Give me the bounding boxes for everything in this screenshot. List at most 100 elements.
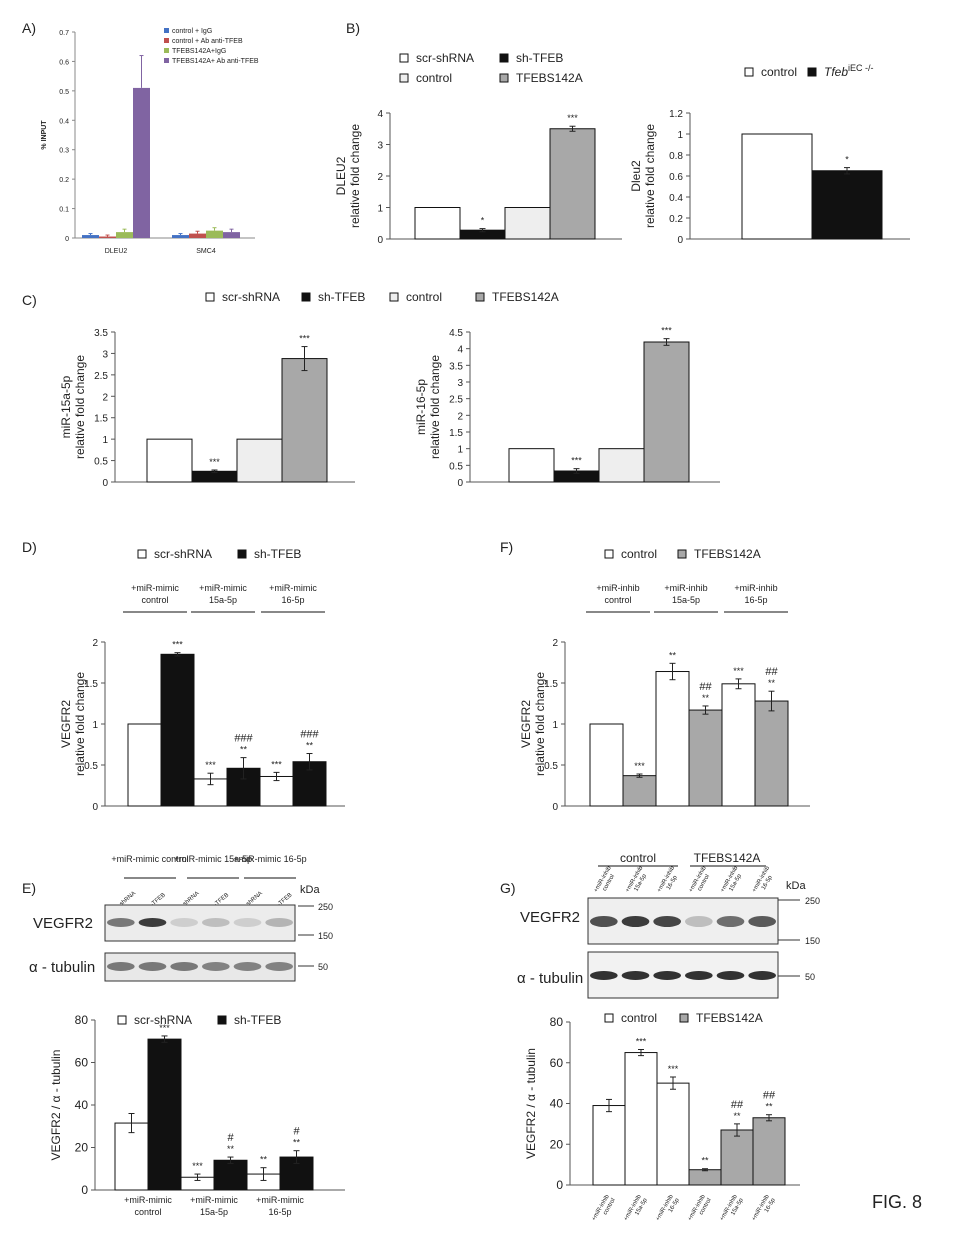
blot-group-label: +miR-mimic 16-5p: [233, 854, 306, 864]
y-tick-label: 1: [92, 720, 98, 731]
legend-swatch: [744, 67, 754, 77]
y-tick-label: 2: [92, 638, 98, 649]
y-axis-label: VEGFR2 / α - tubulin: [49, 1050, 63, 1161]
hash-label: ##: [765, 666, 778, 678]
legend-swatch: [677, 549, 687, 559]
legend-swatch: [604, 1013, 614, 1023]
group-label-2: 15a-5p: [209, 595, 237, 605]
significance-label: **: [293, 1138, 301, 1148]
legend-swatch: [301, 292, 311, 302]
group-label-2: 15a-5p: [672, 595, 700, 605]
legend-label: control + Ab anti-TFEB: [172, 38, 243, 45]
y-tick-label: 0: [92, 802, 98, 813]
significance-label: ***: [571, 456, 582, 466]
marker-label: 150: [318, 931, 333, 941]
y-axis-label: miR-16-5p: [414, 379, 428, 435]
marker-label: 50: [805, 972, 815, 982]
bar: [116, 232, 133, 238]
significance-label: **: [669, 650, 677, 660]
x-group-label-2: 15a-5p: [200, 1207, 228, 1217]
y-axis-label-2: relative fold change: [73, 355, 87, 459]
blot-group-label: control: [620, 851, 656, 865]
y-tick-label: 1.5: [449, 428, 463, 439]
legend-swatch: [164, 58, 169, 63]
legend-label: TFEBS142A+IgG: [172, 48, 226, 55]
significance-label: **: [701, 1156, 709, 1166]
legend-label: scr-shRNA: [134, 1013, 192, 1027]
blot-band: [138, 962, 167, 971]
y-tick-label: 0.1: [59, 207, 69, 214]
y-tick-label: 0.2: [669, 214, 683, 225]
legend-swatch: [217, 1015, 227, 1025]
bar: [624, 1052, 658, 1186]
bar: [643, 341, 690, 483]
panel-label-b: B): [346, 20, 360, 36]
y-axis-label: % INPUT: [41, 120, 48, 150]
y-tick-label: 0.6: [669, 172, 683, 183]
bar: [133, 87, 150, 239]
significance-label: **: [733, 1111, 741, 1121]
legend-label: control: [621, 547, 657, 561]
blot-band: [621, 916, 650, 927]
y-tick-label: 60: [550, 1056, 564, 1070]
y-tick-label: 0.5: [94, 457, 108, 468]
blot-membrane-vegfr2: [104, 904, 296, 942]
y-tick-label: 1.5: [94, 414, 108, 425]
y-tick-label: 0: [65, 236, 69, 243]
lane-label: +miR-inhib15a-5p: [625, 865, 651, 897]
blot-band: [716, 916, 745, 927]
significance-label: ***: [661, 326, 672, 336]
blot-band: [748, 971, 777, 980]
group-label: +miR-inhib: [734, 583, 777, 593]
bar: [146, 438, 193, 483]
legend-label: TFEBS142A: [492, 290, 559, 304]
legend-label: scr-shRNA: [222, 290, 280, 304]
y-tick-label: 0.8: [669, 151, 683, 162]
marker-label: 250: [805, 896, 820, 906]
bar: [598, 448, 645, 483]
significance-label: ***: [172, 640, 183, 650]
blot-band: [107, 962, 135, 971]
x-tick-label: +miR-inhib16-5p: [655, 1193, 681, 1225]
bar: [592, 1105, 626, 1186]
western-blot-g: control TFEBS142A+miR-inhibcontrol +miR-in…: [517, 851, 820, 999]
significance-label: **: [306, 741, 314, 751]
legend-label: sh-TFEB: [516, 51, 563, 65]
y-tick-label: 0.3: [59, 148, 69, 155]
legend-label: TFEBS142A: [516, 71, 583, 85]
y-tick-label: 0.6: [59, 59, 69, 66]
legend-swatch: [164, 48, 169, 53]
bar: [189, 233, 206, 238]
bar: [688, 1169, 722, 1186]
significance-label: ***: [636, 1037, 647, 1047]
bar: [127, 723, 162, 807]
legend-swatch: [137, 549, 147, 559]
hash-label: ##: [731, 1099, 744, 1111]
legend-label: control + IgG: [172, 28, 212, 35]
panel-label-c: C): [22, 292, 37, 308]
bar: [720, 1129, 754, 1186]
hash-label: ###: [300, 729, 319, 741]
significance-label: ***: [205, 760, 216, 770]
bar: [223, 232, 240, 238]
legend-swatch: [389, 292, 399, 302]
blot-band: [653, 916, 682, 927]
panel-label-a: A): [22, 20, 36, 36]
blot-membrane-vegfr2: [587, 897, 779, 945]
bar: [82, 235, 99, 238]
significance-label: ***: [209, 457, 220, 467]
bar: [213, 1159, 248, 1191]
y-tick-label: 40: [75, 1098, 89, 1112]
legend-label: scr-shRNA: [154, 547, 212, 561]
kda-label: kDa: [786, 880, 806, 892]
bar: [656, 1082, 690, 1186]
kda-label: kDa: [300, 884, 320, 896]
bar: [811, 170, 883, 240]
group-label: +miR-mimic: [199, 583, 247, 593]
y-tick-label: 1: [102, 435, 108, 446]
blot-band: [138, 918, 167, 927]
x-tick-label: SMC4: [196, 248, 216, 255]
y-tick-label: 0: [457, 478, 463, 489]
